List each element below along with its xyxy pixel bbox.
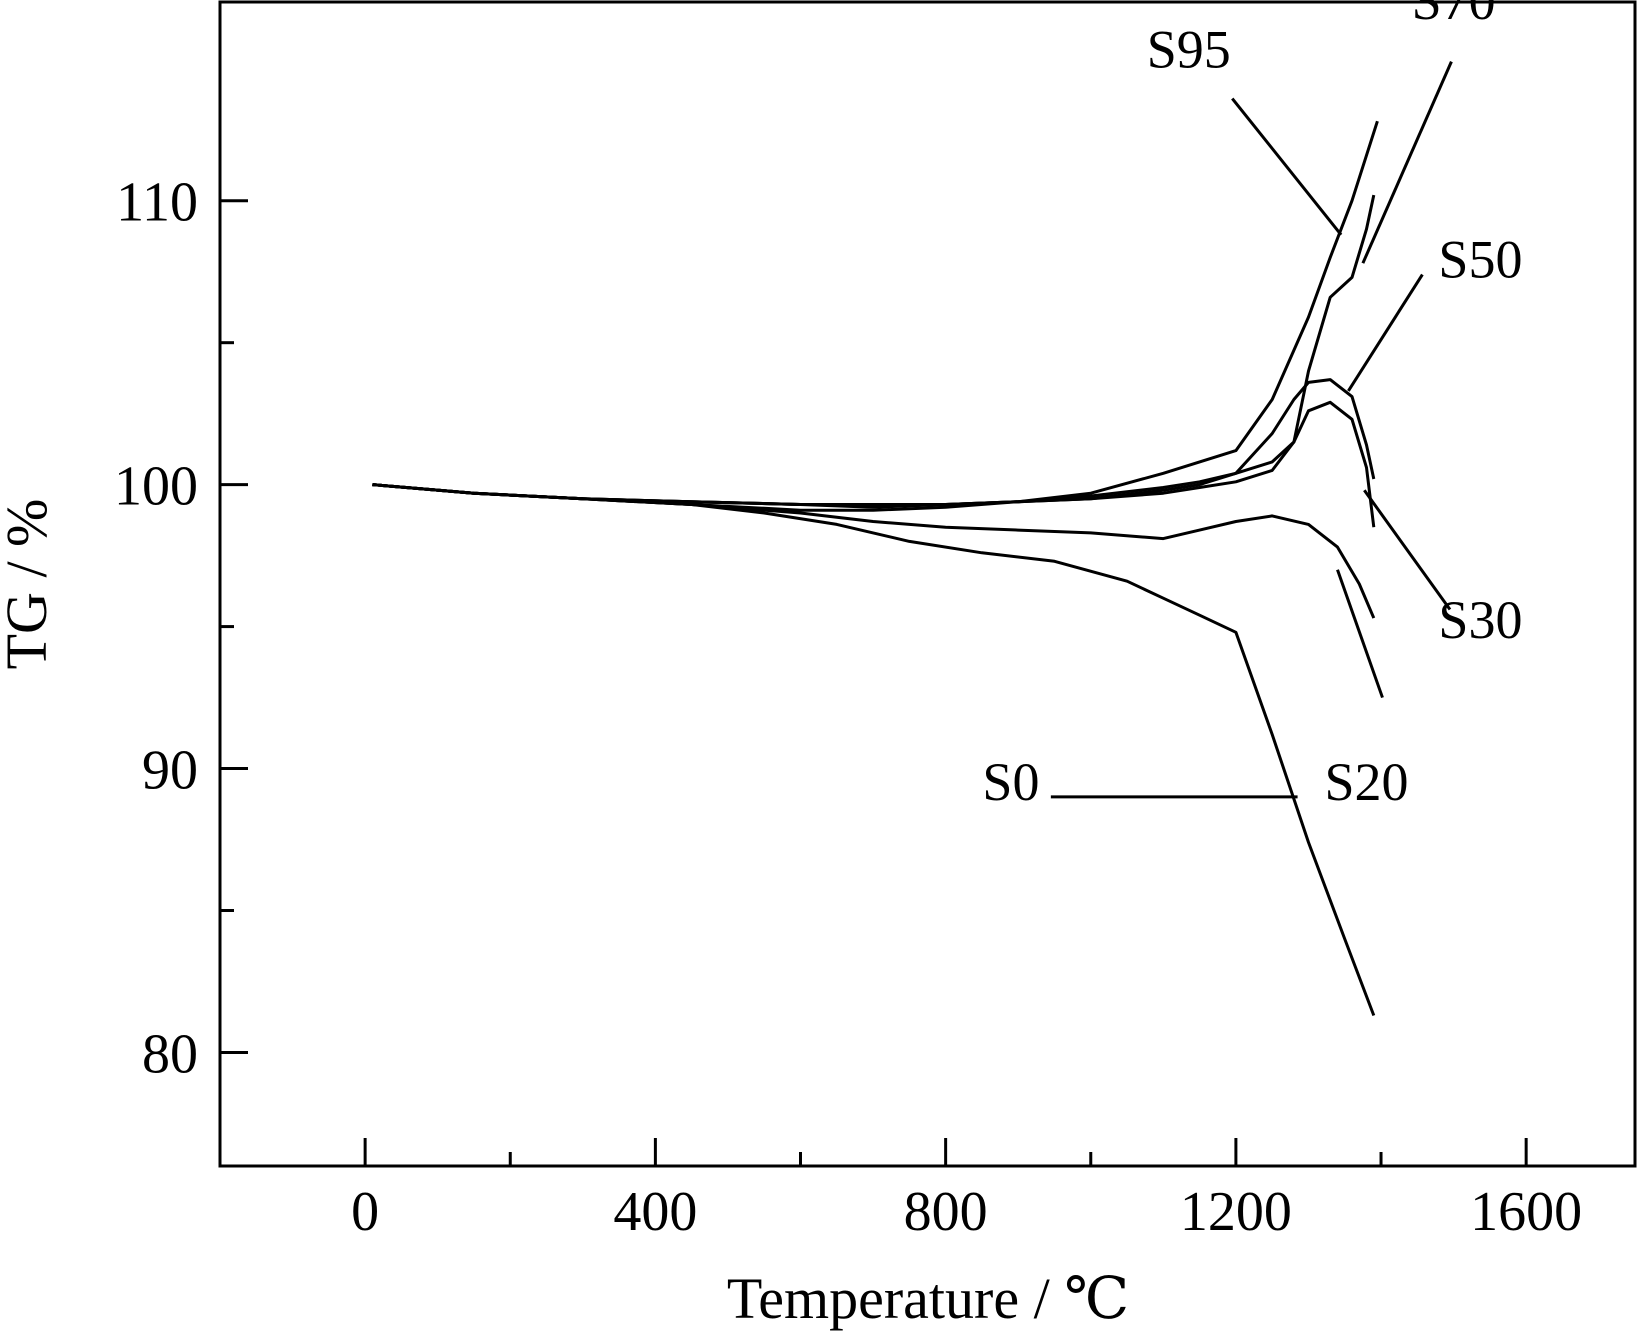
series-label-s95: S95	[1147, 19, 1231, 79]
series-line-s50	[372, 378, 1376, 506]
x-tick-label: 1200	[1180, 1181, 1292, 1243]
y-tick-label: 90	[142, 740, 198, 802]
x-axis-label: Temperature / ℃	[727, 1266, 1129, 1331]
series-label-s20: S20	[1324, 752, 1408, 812]
leader-line-s95	[1231, 97, 1343, 236]
x-tick-label: 0	[351, 1181, 379, 1243]
x-tick-label: 1600	[1470, 1181, 1582, 1243]
leader-line-s50	[1347, 273, 1424, 392]
series-label-s0: S0	[982, 752, 1039, 812]
leader-line-s30	[1363, 489, 1452, 611]
series-labels: S0 S20 S30 S50 S70 S95	[982, 0, 1522, 812]
axis-ticks: 0 400 800 1200 1600 80 90 100 110	[114, 172, 1582, 1243]
x-tick-label: 800	[904, 1181, 988, 1243]
y-tick-label: 80	[142, 1023, 198, 1085]
series-label-s30: S30	[1438, 590, 1522, 650]
x-tick-label: 400	[613, 1181, 697, 1243]
y-tick-label: 110	[116, 172, 198, 234]
plot-frame	[218, 0, 1637, 1168]
series-label-s50: S50	[1438, 229, 1522, 289]
y-tick-label: 100	[114, 456, 198, 518]
series-line-s0	[372, 483, 1376, 1017]
leader-line-s70	[1361, 61, 1453, 264]
leader-line-s20	[1336, 569, 1384, 699]
series-label-s70: S70	[1412, 0, 1496, 31]
series-lines	[372, 120, 1379, 1017]
y-axis-label: TG / %	[0, 499, 59, 670]
series-line-s70	[372, 194, 1376, 509]
series-line-s95	[372, 120, 1379, 512]
